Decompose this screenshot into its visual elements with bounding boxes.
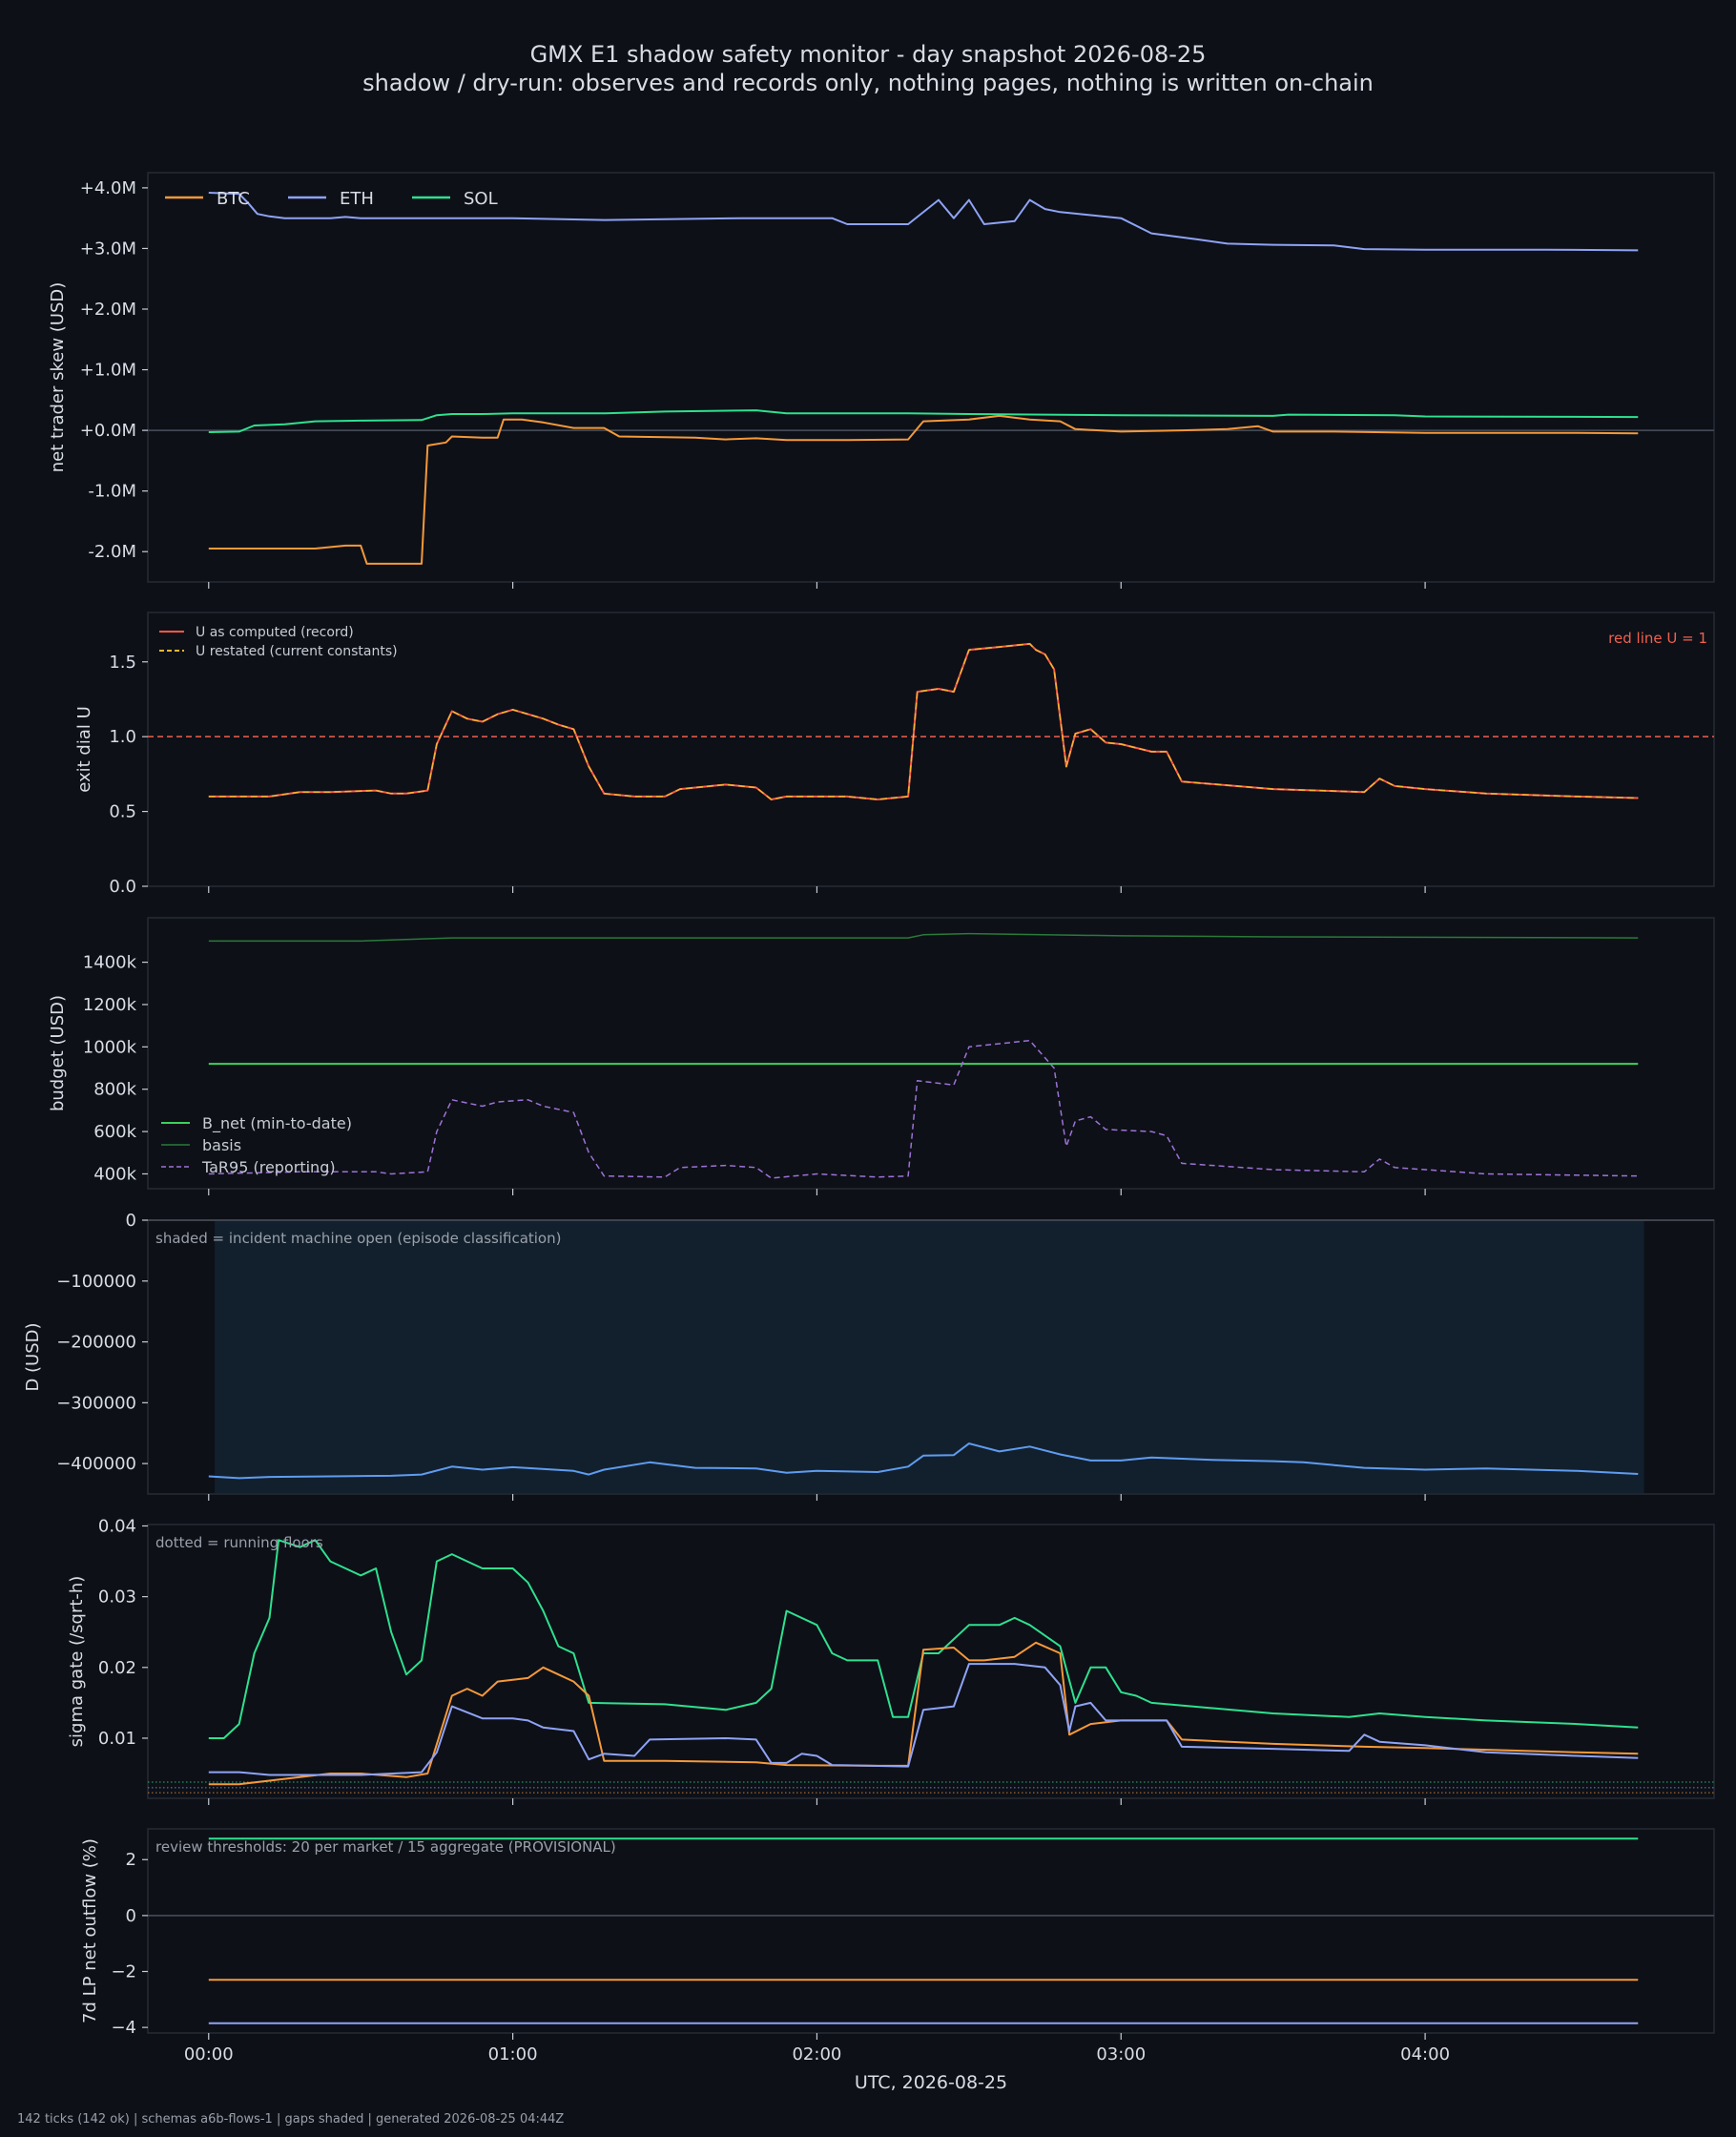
legend-label: B_net (min-to-date): [202, 1114, 352, 1133]
y-tick-label: 0.5: [109, 802, 136, 822]
y-tick-label: 0.04: [98, 1516, 136, 1536]
y-axis-label: sigma gate (/sqrt-h): [67, 1576, 87, 1748]
y-axis-label: D (USD): [23, 1322, 43, 1391]
y-tick-label: +2.0M: [80, 300, 136, 320]
y-axis-label: 7d LP net outflow (%): [80, 1838, 100, 2023]
legend-label: U restated (current constants): [196, 644, 398, 659]
y-tick-label: -1.0M: [88, 482, 136, 502]
y-tick-label: 0.02: [98, 1658, 136, 1678]
panel-sigma_gate: 0.01 0.02 0.03 0.04 sigma gate (/sqrt-h) dott…: [67, 1516, 1715, 1805]
y-tick-label: 800k: [93, 1080, 136, 1100]
y-axis-label: budget (USD): [48, 995, 68, 1111]
y-tick-label: 1.0: [109, 727, 136, 747]
panel-budget: 400k 600k 800k 1000k 1200k 1400k budget (USD) B…: [48, 917, 1715, 1195]
footer-status: 142 ticks (142 ok) | schemas a6b-flows-1…: [17, 2112, 565, 2127]
series-basis: [208, 932, 1639, 943]
y-tick-label: 400k: [93, 1164, 136, 1184]
panel-frame: [147, 1524, 1715, 1799]
y-tick-label: −400000: [56, 1454, 136, 1474]
panel-frame: [147, 172, 1715, 583]
series-eth: [208, 1663, 1639, 1776]
x-tick-label: 01:00: [488, 2044, 538, 2064]
panel-skew: -2.0M -1.0M +0.0M +1.0M +2.0M +3.0M +4.0M net t…: [48, 172, 1715, 589]
panel-frame: [147, 1828, 1715, 2034]
chart-subtitle: shadow / dry-run: observes and records o…: [362, 70, 1374, 96]
panel-frame: [147, 612, 1715, 887]
y-tick-label: 0.0: [109, 877, 136, 897]
y-tick-label: 0: [126, 1211, 136, 1231]
y-tick-label: −300000: [56, 1393, 136, 1413]
panel-exit_dial: 0.0 0.5 1.0 1.5 exit dial U red line U = 1 U a…: [74, 612, 1715, 897]
series-eth: [208, 192, 1639, 252]
y-tick-label: −4: [111, 2018, 136, 2038]
y-tick-label: 1400k: [83, 953, 137, 973]
red-line-note: red line U = 1: [1608, 630, 1707, 647]
x-tick-label: 00:00: [184, 2044, 234, 2064]
y-tick-label: 1200k: [83, 995, 137, 1015]
legend-label: basis: [202, 1136, 241, 1154]
y-axis-label: exit dial U: [74, 706, 94, 793]
y-tick-label: −200000: [56, 1333, 136, 1353]
panel-annotation: review thresholds: 20 per market / 15 ag…: [155, 1838, 616, 1856]
panel-lp_outflow: −4 −2 0 2 7d LP net outflow (%) review thresh…: [80, 1828, 1715, 2040]
y-tick-label: +1.0M: [80, 361, 136, 381]
series-d: [208, 1442, 1639, 1480]
series-btc: [208, 1641, 1639, 1786]
legend-label: BTC: [217, 189, 250, 209]
panel-annotation: shaded = incident machine open (episode …: [155, 1230, 561, 1247]
y-tick-label: −2: [111, 1962, 136, 1982]
x-tick-label: 03:00: [1096, 2044, 1146, 2064]
y-tick-label: 2: [126, 1850, 136, 1870]
legend-label: ETH: [340, 189, 374, 209]
legend-label: TaR95 (reporting): [201, 1158, 336, 1176]
panel-annotation: dotted = running floors: [155, 1534, 323, 1551]
incident-shade: [215, 1221, 1644, 1493]
panel-frame: [147, 917, 1715, 1190]
series-tar95: [208, 1039, 1639, 1179]
y-tick-label: 600k: [93, 1122, 136, 1142]
y-tick-label: 0.01: [98, 1729, 136, 1749]
x-tick-label: 02:00: [792, 2044, 841, 2064]
y-tick-label: 0: [126, 1906, 136, 1926]
y-tick-label: 0.03: [98, 1587, 136, 1608]
legend-label: U as computed (record): [196, 625, 354, 640]
legend-label: SOL: [464, 189, 498, 209]
series-u: [208, 643, 1639, 800]
y-tick-label: +3.0M: [80, 239, 136, 259]
x-tick-label: 04:00: [1400, 2044, 1450, 2064]
series-sol: [208, 1539, 1639, 1739]
panel-drawdown: 0 −100000 −200000 −300000 −400000 D (USD) shad…: [23, 1211, 1715, 1501]
series-u: [208, 642, 1639, 800]
series-btc: [208, 414, 1639, 565]
y-tick-label: +4.0M: [80, 178, 136, 198]
y-tick-label: 1000k: [83, 1037, 137, 1057]
y-tick-label: +0.0M: [80, 421, 136, 441]
y-tick-label: -2.0M: [88, 542, 136, 562]
y-tick-label: −100000: [56, 1272, 136, 1292]
chart-title: GMX E1 shadow safety monitor - day snaps…: [529, 41, 1207, 68]
x-axis-label: UTC, 2026-08-25: [855, 2072, 1007, 2093]
y-tick-label: 1.5: [109, 653, 136, 673]
y-axis-label: net trader skew (USD): [48, 282, 68, 473]
series-sol: [208, 409, 1639, 433]
